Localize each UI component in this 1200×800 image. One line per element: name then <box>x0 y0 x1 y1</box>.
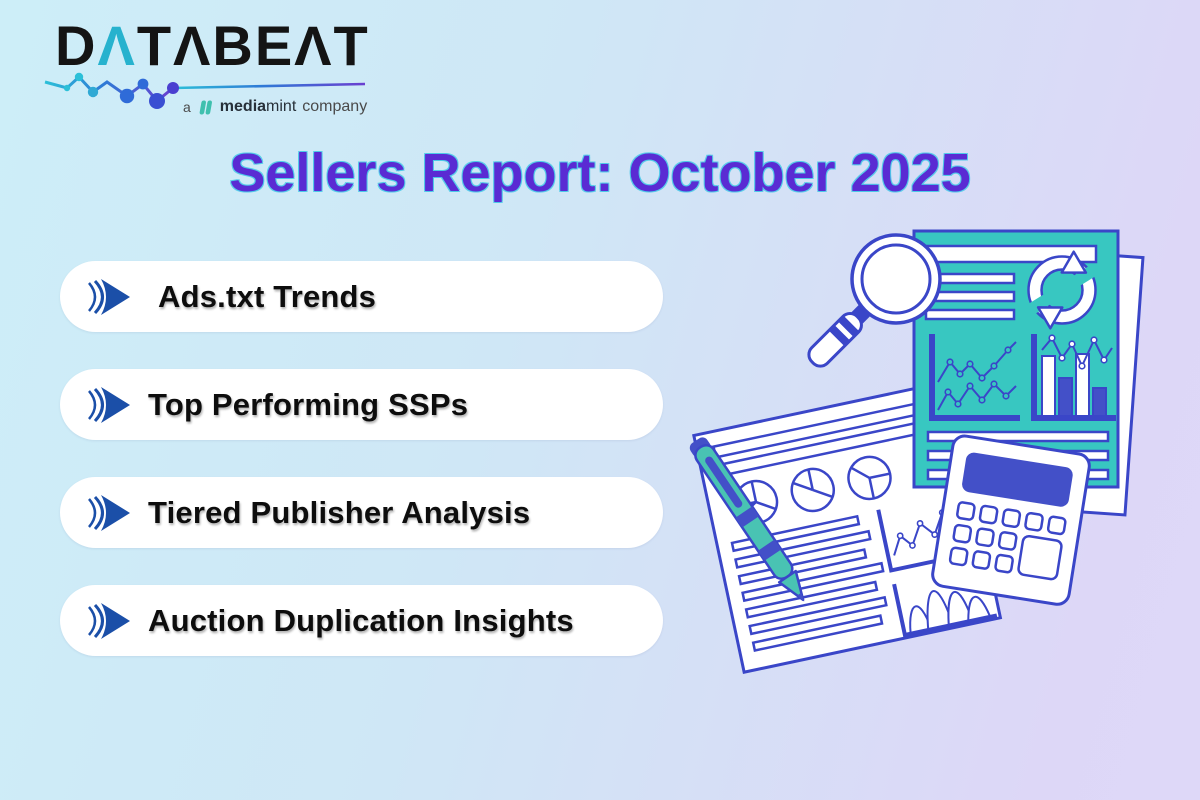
logo-tagline: a mediamint company <box>183 98 367 116</box>
tagline-mint: mint <box>266 98 297 115</box>
agenda-item-label: Ads.txt Trends <box>158 278 377 314</box>
refresh-icon <box>1026 250 1098 330</box>
tagline-media: media <box>219 98 267 115</box>
logo-zigzag-icon <box>44 72 366 109</box>
tagline-brand: mediamint <box>220 98 296 116</box>
tagline-company: company <box>302 98 368 115</box>
area-chart-icon <box>892 583 998 638</box>
tagline-prefix: a <box>183 99 191 115</box>
agenda-item-ads-txt-trends: Ads.txt Trends <box>60 261 663 332</box>
logo-wordmark: DΛTΛBEΛT <box>55 18 370 74</box>
page-title: Sellers Report: October 2025 <box>229 143 971 203</box>
agenda-item-auction-duplication-insights: Auction Duplication Insights <box>60 585 663 656</box>
mediamint-icon <box>199 100 212 114</box>
analytics-illustration <box>689 229 1145 674</box>
calculator-buttons <box>948 501 1067 581</box>
agenda-item-label: Top Performing SSPs <box>148 386 469 422</box>
calculator-icon <box>931 434 1091 606</box>
arrow-icon <box>88 602 130 639</box>
agenda-item-label: Auction Duplication Insights <box>148 602 574 638</box>
agenda-item-top-performing-ssps: Top Performing SSPs <box>60 369 663 440</box>
arrow-icon <box>88 386 130 423</box>
logo-letters-rest: TΛBEΛT <box>136 14 370 77</box>
card-line-chart-icon <box>929 334 1020 421</box>
calculator-screen <box>962 452 1073 507</box>
databeat-logo: DΛTΛBEΛT a mediamint company <box>44 18 395 128</box>
agenda-list: Ads.txt Trends Top Performing SSPs Tiere… <box>60 261 663 656</box>
agenda-item-tiered-publisher-analysis: Tiered Publisher Analysis <box>60 477 663 548</box>
card-bar-chart-icon <box>1031 334 1116 421</box>
agenda-item-label: Tiered Publisher Analysis <box>148 494 531 530</box>
teal-report-card <box>912 229 1120 489</box>
magnifier-icon <box>807 233 942 368</box>
logo-letter-a-teal: Λ <box>97 14 137 77</box>
arrow-icon <box>88 494 130 531</box>
arrow-icon <box>88 278 130 315</box>
logo-letter-d: D <box>55 14 98 77</box>
pen-icon <box>689 437 805 602</box>
